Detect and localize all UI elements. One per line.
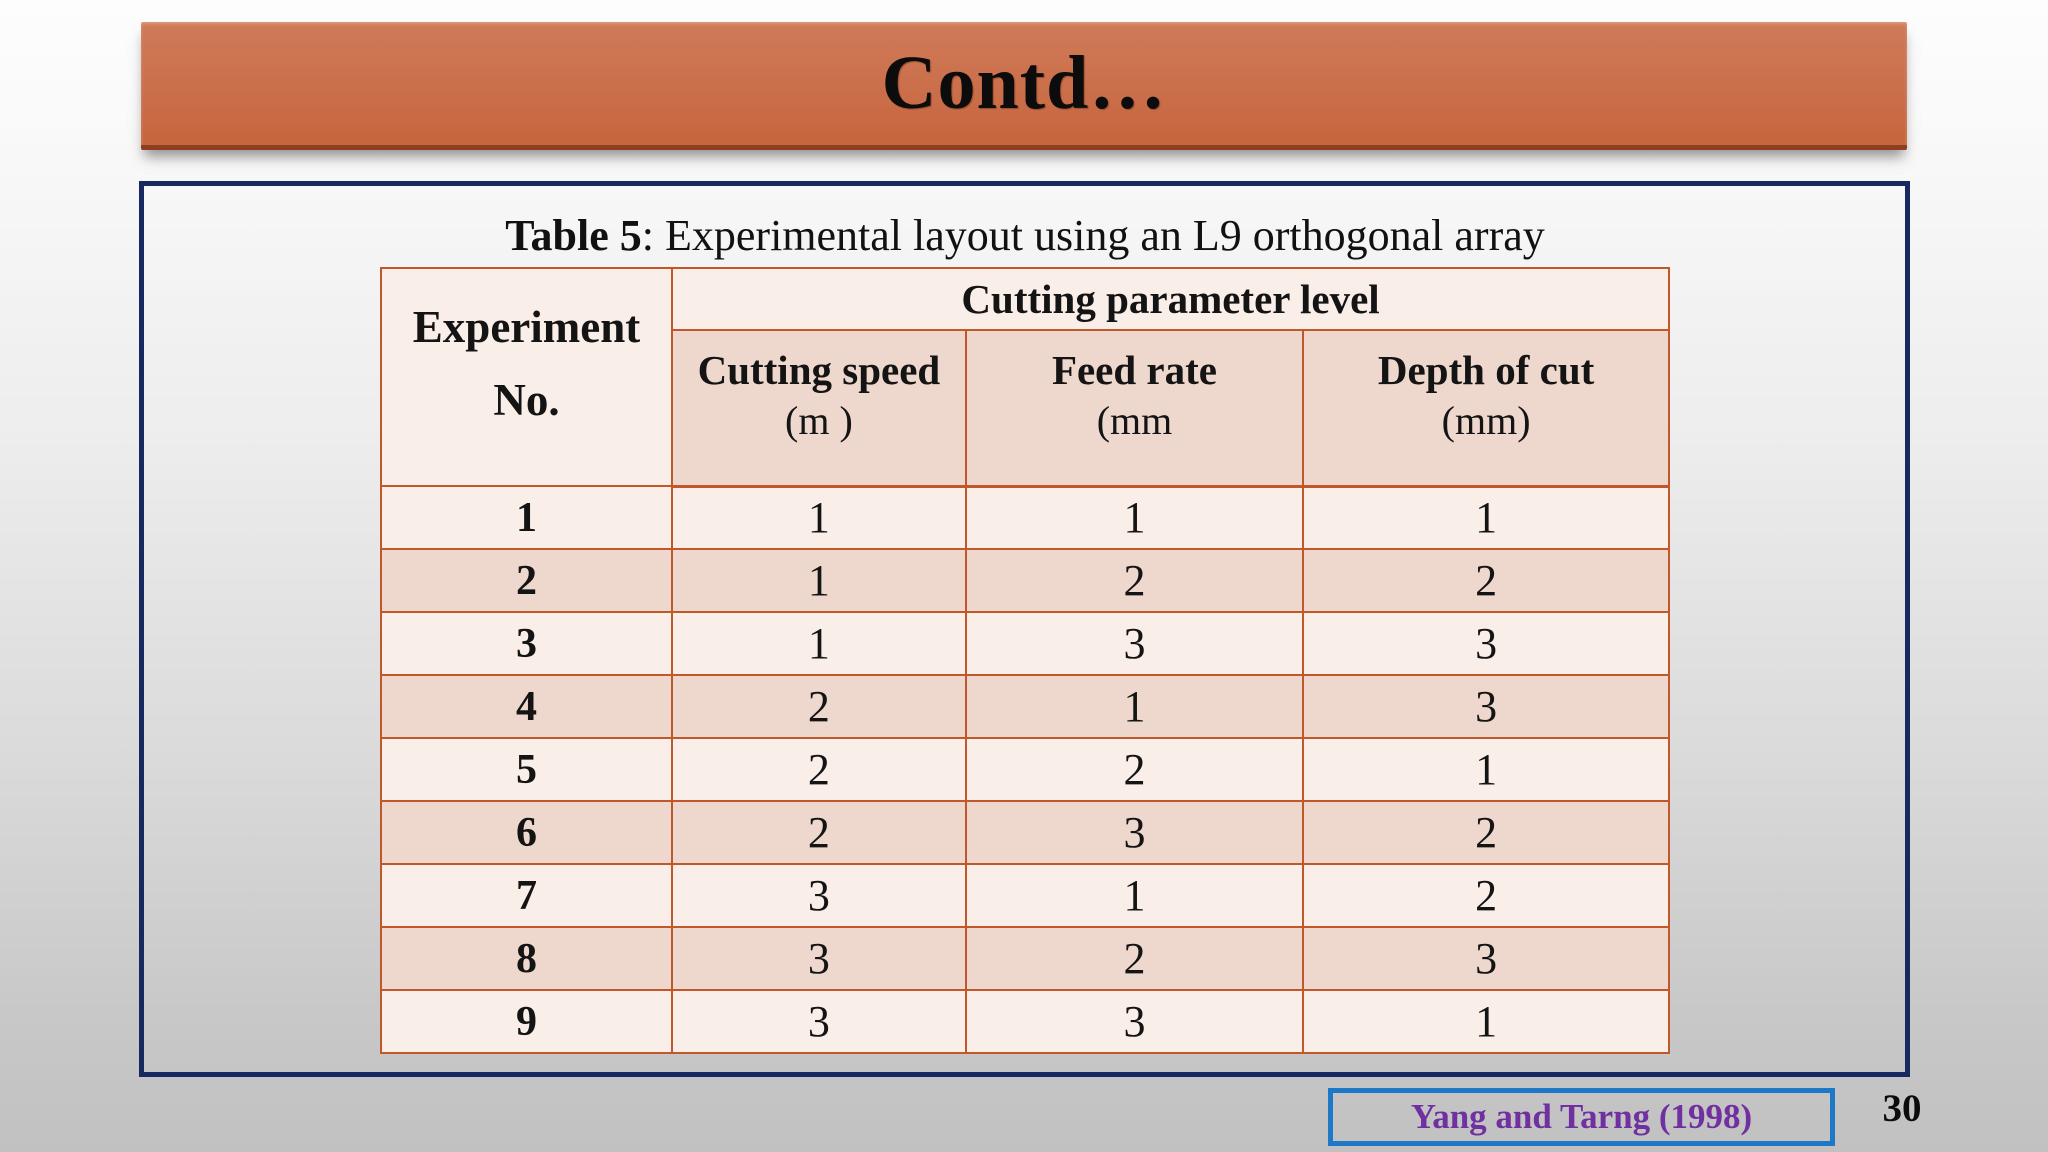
feed-rate-cell: 2 (964, 926, 1305, 991)
feed-rate-cell: 1 (964, 485, 1305, 550)
depth-of-cut-cell: 1 (1302, 737, 1670, 802)
cutting-speed-cell: 3 (671, 926, 967, 991)
table-row: 1 1 1 1 (379, 485, 1670, 550)
depth-of-cut-header: Depth of cut (mm) (1302, 329, 1670, 488)
table-caption: Table 5: Experimental layout using an L9… (380, 210, 1670, 261)
l9-orthogonal-array-table: Experiment No. Cutting parameter level C… (379, 267, 1670, 1054)
table-row: 9 3 3 1 (379, 989, 1670, 1054)
cutting-speed-cell: 1 (671, 548, 967, 613)
feed-rate-header: Feed rate (mm (964, 329, 1305, 488)
depth-of-cut-header-unit: (mm) (1441, 398, 1531, 444)
cutting-speed-cell: 1 (671, 611, 967, 676)
table-row: 2 1 2 2 (379, 548, 1670, 613)
table-row: 8 3 2 3 (379, 926, 1670, 991)
experiment-no-cell: 1 (379, 485, 674, 550)
depth-of-cut-cell: 3 (1302, 926, 1670, 991)
experiment-no-cell: 9 (379, 989, 674, 1054)
feed-rate-cell: 3 (964, 800, 1305, 865)
table-row: 4 2 1 3 (379, 674, 1670, 739)
cutting-speed-header-unit: (m ) (785, 398, 853, 444)
cutting-speed-cell: 3 (671, 989, 967, 1054)
depth-of-cut-cell: 2 (1302, 800, 1670, 865)
table-caption-text: : Experimental layout using an L9 orthog… (641, 211, 1545, 260)
citation-box: Yang and Tarng (1998) (1328, 1088, 1835, 1146)
table-caption-label: Table 5 (505, 211, 642, 260)
experiment-no-cell: 2 (379, 548, 674, 613)
experiment-no-cell: 6 (379, 800, 674, 865)
feed-rate-cell: 3 (964, 611, 1305, 676)
depth-of-cut-cell: 1 (1302, 989, 1670, 1054)
feed-rate-cell: 1 (964, 674, 1305, 739)
experiment-no-cell: 7 (379, 863, 674, 928)
table-row: 7 3 1 2 (379, 863, 1670, 928)
depth-of-cut-cell: 3 (1302, 611, 1670, 676)
table-row: 6 2 3 2 (379, 800, 1670, 865)
feed-rate-cell: 3 (964, 989, 1305, 1054)
cutting-speed-cell: 1 (671, 485, 967, 550)
experiment-no-cell: 5 (379, 737, 674, 802)
depth-of-cut-cell: 2 (1302, 548, 1670, 613)
title-banner: Contd… (141, 22, 1907, 150)
cutting-speed-header-name: Cutting speed (697, 347, 941, 393)
feed-rate-cell: 1 (964, 863, 1305, 928)
depth-of-cut-cell: 3 (1302, 674, 1670, 739)
cutting-speed-cell: 2 (671, 800, 967, 865)
cutting-speed-cell: 3 (671, 863, 967, 928)
experiment-no-cell: 3 (379, 611, 674, 676)
depth-of-cut-cell: 1 (1302, 485, 1670, 550)
citation-text: Yang and Tarng (1998) (1410, 1097, 1753, 1136)
depth-of-cut-header-name: Depth of cut (1377, 347, 1595, 393)
cutting-parameter-level-header: Cutting parameter level (671, 267, 1670, 331)
page-number: 30 (1882, 1087, 1922, 1130)
cutting-speed-cell: 2 (671, 674, 967, 739)
depth-of-cut-cell: 2 (1302, 863, 1670, 928)
experiment-no-header: Experiment No. (379, 267, 674, 487)
feed-rate-header-unit: (mm (1096, 398, 1173, 444)
experiment-no-cell: 4 (379, 674, 674, 739)
experiment-no-cell: 8 (379, 926, 674, 991)
feed-rate-cell: 2 (964, 737, 1305, 802)
experiment-no-header-line1: Experiment (412, 302, 641, 353)
cutting-speed-cell: 2 (671, 737, 967, 802)
cutting-speed-header: Cutting speed (m ) (671, 329, 967, 488)
slide-title: Contd… (881, 41, 1167, 125)
experiment-no-header-line2: No. (493, 375, 560, 425)
content-box (139, 181, 1910, 1077)
table-row: 3 1 3 3 (379, 611, 1670, 676)
table-row: 5 2 2 1 (379, 737, 1670, 802)
feed-rate-cell: 2 (964, 548, 1305, 613)
feed-rate-header-name: Feed rate (1051, 347, 1217, 393)
